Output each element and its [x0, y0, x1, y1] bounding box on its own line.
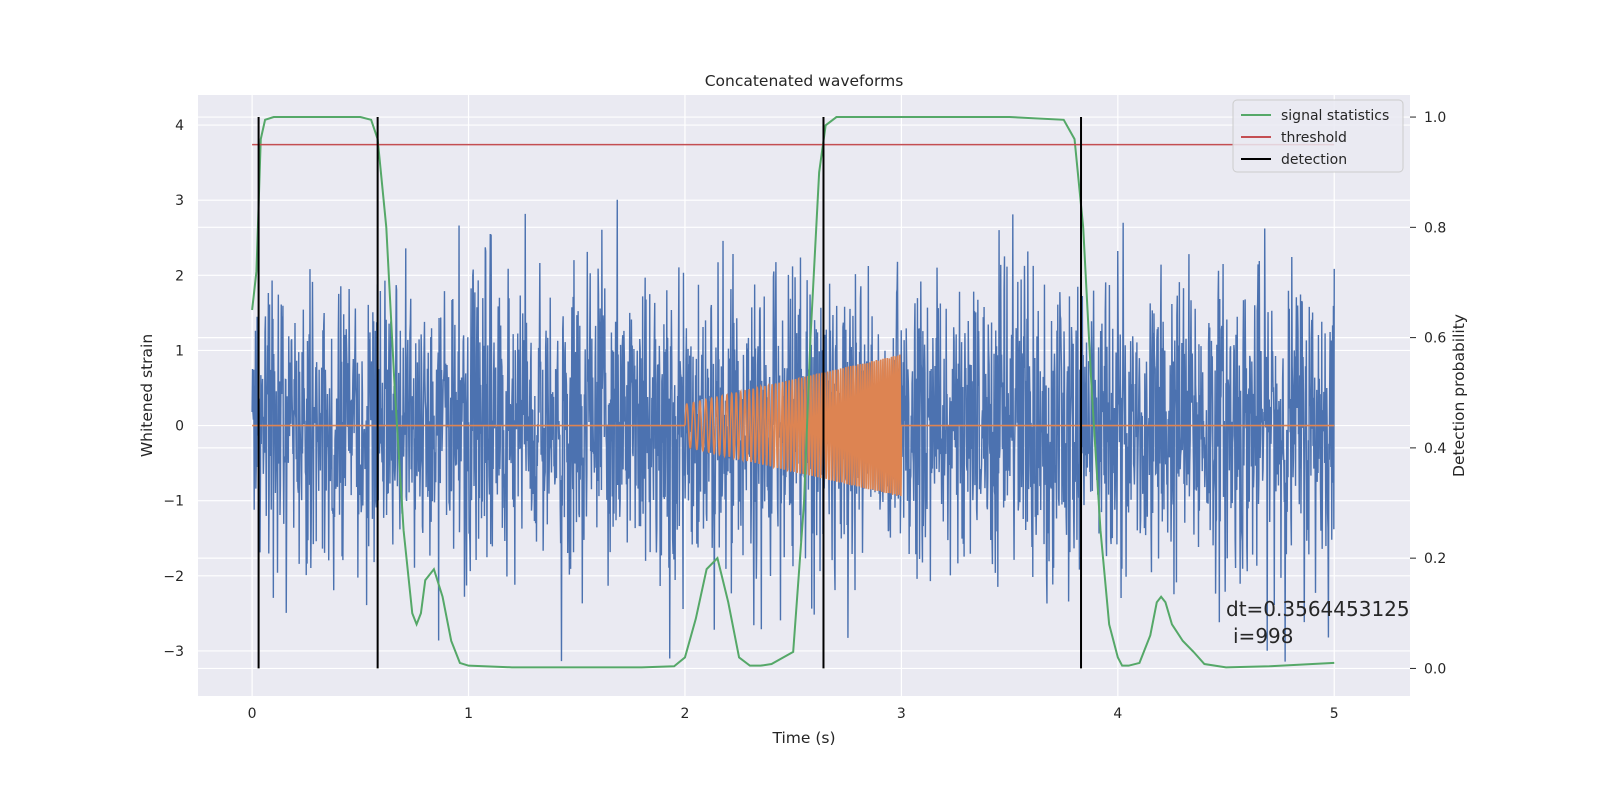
y2-tick-label: 1.0 [1424, 110, 1446, 126]
y-tick-label: 1 [175, 343, 184, 359]
injection-line [252, 354, 1335, 497]
injection-series [252, 354, 1335, 497]
y-tick-label: 3 [175, 193, 184, 209]
y2-tick-label: 0.2 [1424, 551, 1446, 567]
legend-label-detection: detection [1281, 152, 1347, 168]
y-tick-label: 0 [175, 419, 184, 435]
y2-tick-label: 0.0 [1424, 661, 1446, 677]
probability-series [251, 116, 1335, 669]
x-tick-label: 1 [464, 706, 473, 722]
y2-axis-label: Detection probability [1450, 314, 1468, 477]
y-tick-label: −3 [163, 644, 184, 660]
y-axis-label: Whitened strain [138, 334, 156, 457]
annotation-index: i=998 [1233, 624, 1294, 648]
signal-statistics-line [251, 116, 1335, 669]
strain-series [251, 199, 1335, 662]
x-tick-label: 5 [1330, 706, 1339, 722]
y2-tick-label: 0.6 [1424, 331, 1446, 347]
x-tick-label: 3 [897, 706, 906, 722]
x-axis-label: Time (s) [771, 729, 835, 747]
annotation-dt: dt=0.3564453125 [1226, 597, 1410, 621]
legend: signal statistics threshold detection [1232, 99, 1404, 173]
y-tick-label: 4 [175, 118, 184, 134]
legend-label-threshold: threshold [1281, 130, 1347, 146]
x-tick-label: 4 [1113, 706, 1122, 722]
y-tick-label: −1 [163, 494, 184, 510]
y2-tick-label: 0.8 [1424, 220, 1446, 236]
strain-line [251, 199, 1335, 662]
y-tick-label: −2 [163, 569, 184, 585]
legend-box [1232, 99, 1404, 173]
y2-tick-label: 0.4 [1424, 441, 1446, 457]
x-tick-label: 0 [248, 706, 257, 722]
y-tick-label: 2 [175, 268, 184, 284]
ticks: 0 1 2 3 4 5 −3 −2 −1 0 1 2 3 4 0.0 0.2 0.4 0.6 0.8 1.0 [163, 110, 1446, 722]
chart-title: Concatenated waveforms [705, 72, 904, 90]
legend-label-signal-statistics: signal statistics [1281, 108, 1389, 124]
x-tick-label: 2 [681, 706, 690, 722]
